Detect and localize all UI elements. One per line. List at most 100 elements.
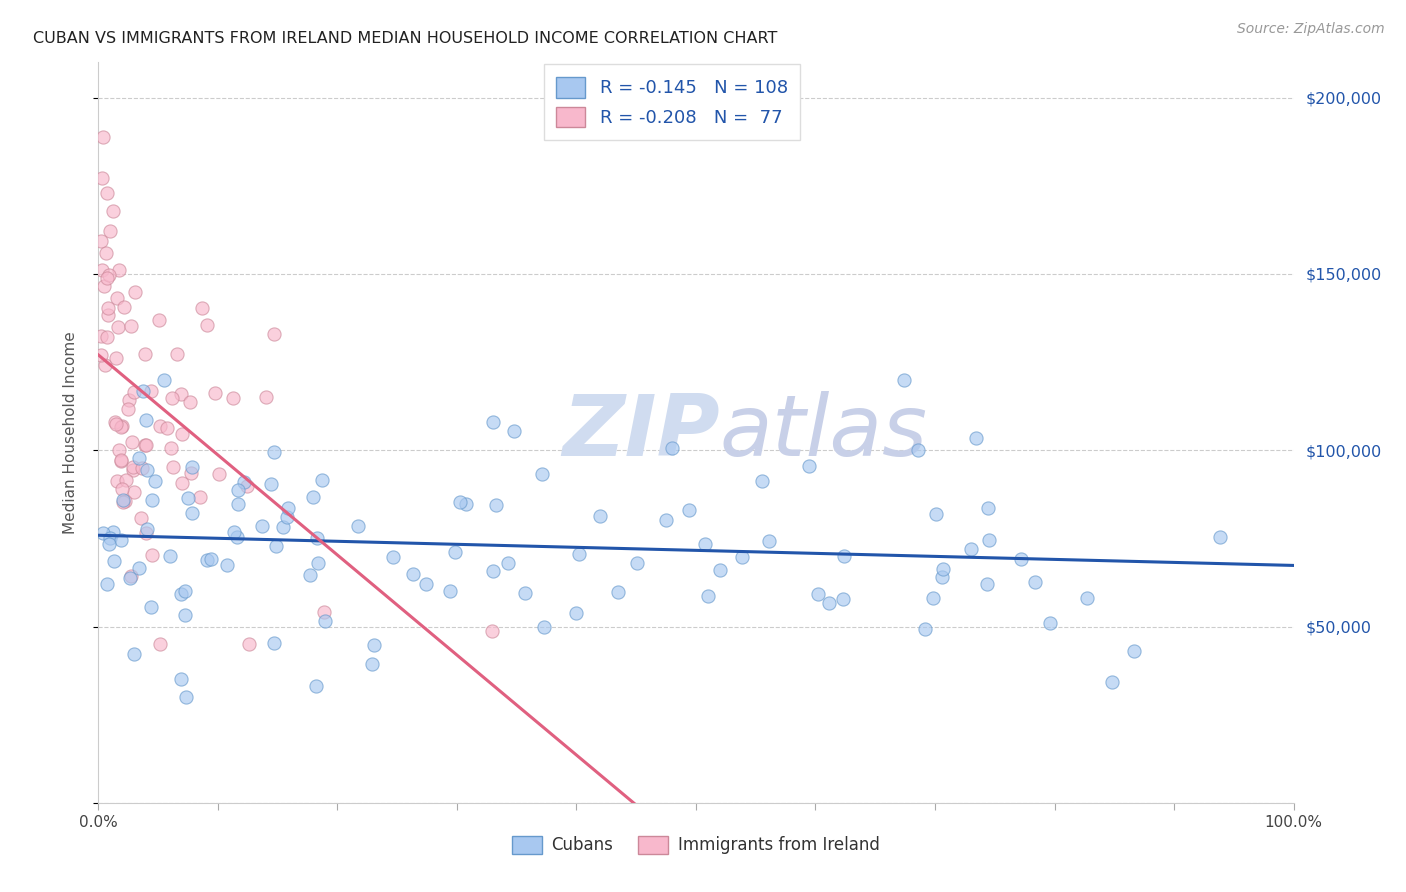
Point bbox=[136, 462, 159, 476]
Point bbox=[661, 441, 683, 455]
Point bbox=[110, 420, 132, 434]
Point bbox=[977, 500, 1000, 515]
Point bbox=[111, 495, 134, 509]
Point bbox=[228, 483, 250, 497]
Point bbox=[124, 647, 146, 661]
Point bbox=[174, 690, 197, 704]
Point bbox=[149, 419, 172, 434]
Point bbox=[170, 672, 193, 686]
Point bbox=[439, 584, 461, 599]
Point bbox=[160, 441, 183, 455]
Point bbox=[607, 585, 630, 599]
Point bbox=[128, 451, 150, 466]
Point bbox=[208, 467, 231, 481]
Point bbox=[110, 453, 132, 467]
Point bbox=[363, 638, 385, 652]
Point bbox=[177, 491, 200, 505]
Point bbox=[959, 541, 981, 556]
Point bbox=[105, 474, 128, 488]
Point bbox=[141, 384, 163, 399]
Point bbox=[922, 591, 945, 605]
Point bbox=[111, 418, 134, 433]
Point bbox=[381, 550, 404, 565]
Point bbox=[907, 443, 929, 458]
Point bbox=[181, 506, 204, 520]
Point bbox=[195, 318, 218, 333]
Point bbox=[444, 544, 467, 558]
Point bbox=[117, 401, 139, 416]
Point bbox=[298, 567, 321, 582]
Point bbox=[914, 622, 936, 636]
Point bbox=[141, 492, 163, 507]
Point bbox=[314, 614, 336, 628]
Point bbox=[758, 533, 780, 548]
Text: Source: ZipAtlas.com: Source: ZipAtlas.com bbox=[1237, 22, 1385, 37]
Point bbox=[932, 562, 955, 576]
Point bbox=[134, 438, 156, 452]
Text: CUBAN VS IMMIGRANTS FROM IRELAND MEDIAN HOUSEHOLD INCOME CORRELATION CHART: CUBAN VS IMMIGRANTS FROM IRELAND MEDIAN … bbox=[32, 31, 778, 46]
Point bbox=[139, 599, 162, 614]
Point bbox=[485, 498, 508, 512]
Point bbox=[159, 549, 181, 563]
Point bbox=[966, 431, 988, 445]
Point bbox=[104, 415, 127, 429]
Point bbox=[481, 564, 503, 578]
Point bbox=[200, 551, 222, 566]
Point bbox=[135, 522, 157, 536]
Point bbox=[153, 373, 176, 387]
Point bbox=[108, 263, 131, 277]
Point bbox=[170, 586, 193, 600]
Point bbox=[101, 525, 124, 540]
Point bbox=[90, 235, 112, 249]
Point bbox=[162, 459, 184, 474]
Point bbox=[135, 526, 157, 541]
Point bbox=[264, 540, 287, 554]
Point bbox=[893, 373, 915, 387]
Point bbox=[565, 606, 588, 620]
Point bbox=[276, 509, 298, 524]
Point bbox=[925, 507, 948, 521]
Point bbox=[931, 570, 953, 584]
Point bbox=[454, 496, 477, 510]
Point bbox=[104, 351, 127, 366]
Point bbox=[307, 556, 329, 570]
Point bbox=[91, 263, 114, 277]
Point bbox=[169, 387, 191, 401]
Point bbox=[305, 531, 328, 545]
Point bbox=[156, 420, 179, 434]
Point bbox=[96, 577, 118, 591]
Point bbox=[222, 391, 245, 405]
Point bbox=[302, 491, 325, 505]
Point bbox=[111, 493, 134, 508]
Point bbox=[626, 557, 648, 571]
Point bbox=[807, 587, 830, 601]
Point bbox=[1010, 552, 1032, 566]
Point bbox=[94, 245, 117, 260]
Point bbox=[1076, 591, 1098, 605]
Point bbox=[402, 567, 425, 582]
Point bbox=[347, 519, 370, 533]
Point bbox=[118, 393, 141, 408]
Point bbox=[832, 549, 855, 563]
Point bbox=[731, 549, 754, 564]
Legend: Cubans, Immigrants from Ireland: Cubans, Immigrants from Ireland bbox=[505, 829, 887, 861]
Text: atlas: atlas bbox=[720, 391, 928, 475]
Point bbox=[250, 518, 273, 533]
Point bbox=[799, 458, 821, 473]
Point bbox=[197, 553, 219, 567]
Point bbox=[361, 657, 384, 671]
Point bbox=[110, 533, 132, 547]
Point bbox=[122, 384, 145, 399]
Point bbox=[124, 484, 146, 499]
Point bbox=[135, 438, 157, 452]
Point bbox=[215, 558, 238, 573]
Point bbox=[263, 636, 285, 650]
Point bbox=[179, 394, 201, 409]
Point bbox=[122, 463, 145, 477]
Point bbox=[1101, 675, 1123, 690]
Point bbox=[277, 501, 299, 516]
Point bbox=[108, 442, 131, 457]
Point bbox=[90, 329, 112, 343]
Point bbox=[103, 204, 125, 219]
Point bbox=[1024, 574, 1046, 589]
